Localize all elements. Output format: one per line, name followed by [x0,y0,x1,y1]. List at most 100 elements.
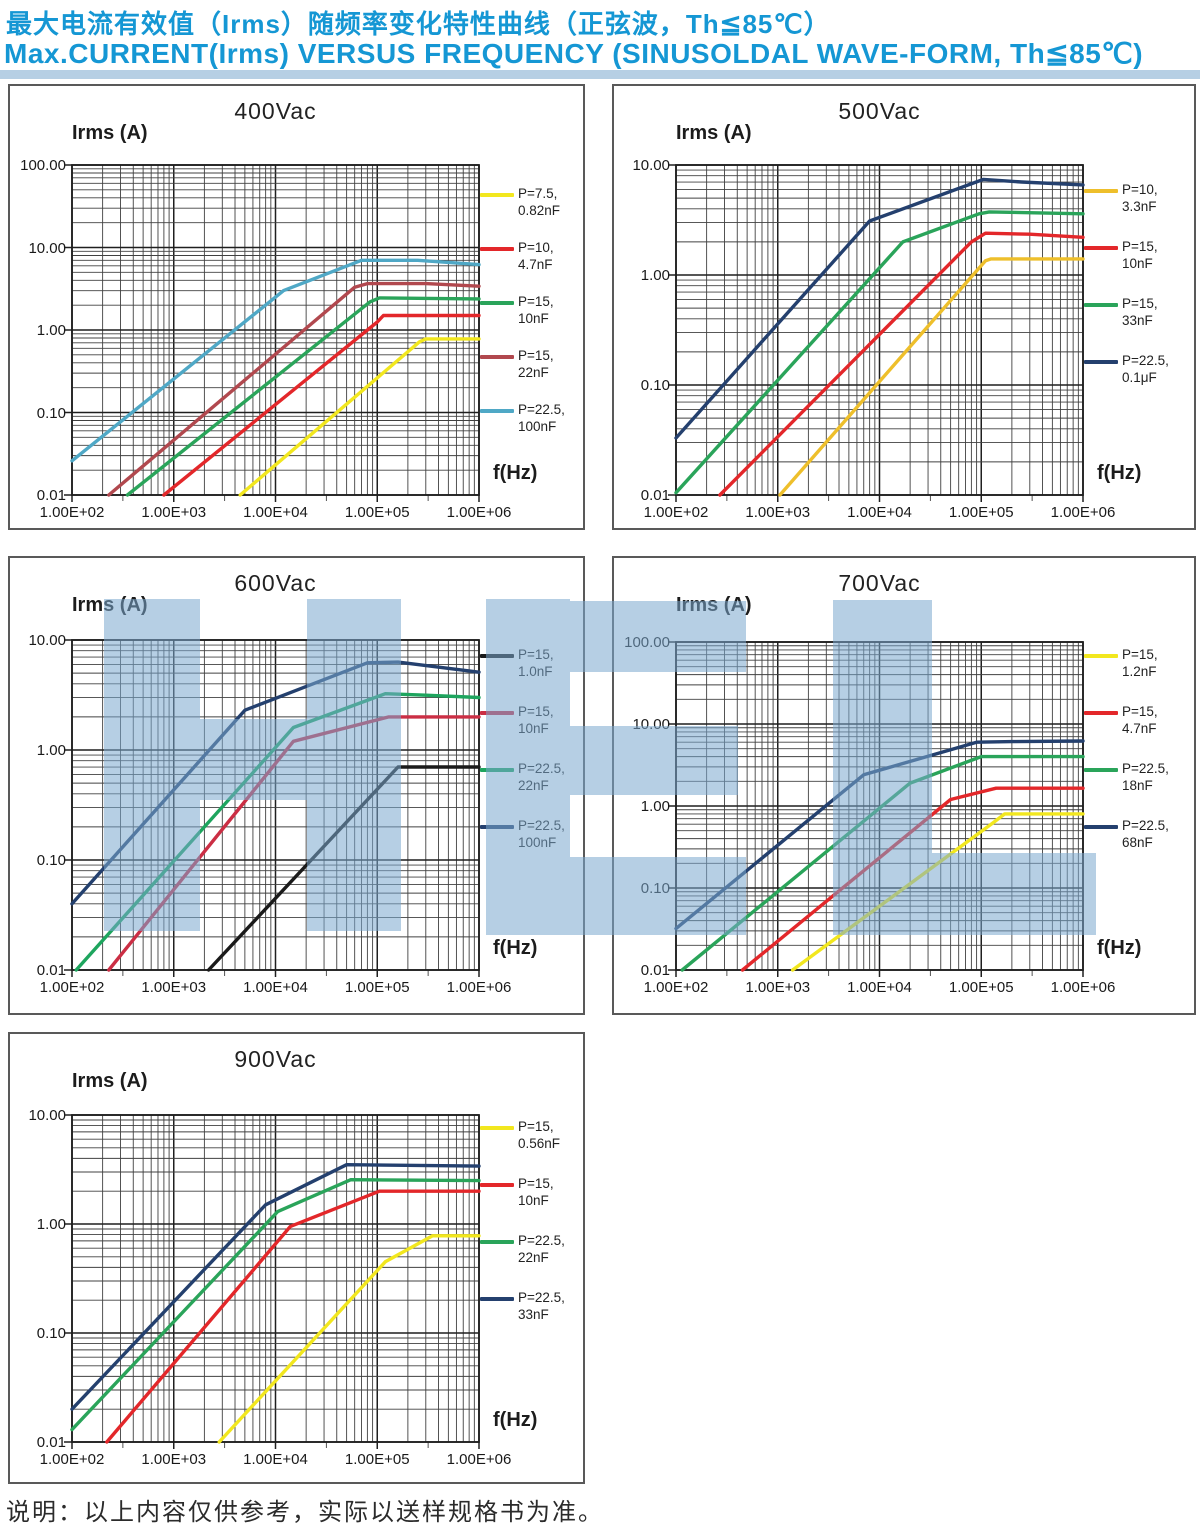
legend-swatch [1084,246,1118,250]
legend-label: P=22.5, 0.1μF [1122,353,1169,386]
legend-swatch [480,409,514,413]
legend-label: P=15, 33nF [1122,296,1158,329]
x-tick-label: 1.00E+04 [243,504,308,521]
y-tick-label: 10.00 [632,157,670,174]
legend-label-line: 68nF [1122,834,1153,850]
plot-area-500vac [668,164,1085,502]
footnote: 说明：以上内容仅供参考，实际以送样规格书为准。 [6,1499,604,1526]
x-axis-title: f(Hz) [493,937,538,959]
x-tick-label: 1.00E+05 [948,504,1014,521]
y-tick-label: 1.00 [36,322,66,339]
legend-label-line: P=15, [518,1119,554,1134]
legend-label-line: 100nF [518,834,557,850]
legend-swatch [480,768,514,772]
chart-panel-700vac: 700Vac Irms (A) f(Hz) 1.00E+02 1.00E+03 1.00E… [612,556,1196,1015]
plot-frame [71,164,480,496]
chart-title: 900Vac [234,1046,317,1072]
legend-label-line: 1.2nF [1122,663,1157,679]
x-tick-label: 1.00E+02 [39,1451,105,1468]
x-tick-label: 1.00E+04 [847,979,912,996]
page-title-cn: 最大电流有效值（Irms）随频率变化特性曲线（正弦波，Th≦85℃） [6,9,831,39]
y-tick-label: 0.10 [640,880,670,897]
legend-label-line: 0.1μF [1122,369,1157,385]
x-tick-label: 1.00E+03 [745,979,811,996]
y-tick-label: 1.00 [640,267,670,284]
legend-swatch [1084,303,1118,307]
legend-label-line: P=22.5, [518,1290,565,1305]
legend-label: P=7.5, 0.82nF [518,186,560,219]
x-tick-label: 1.00E+06 [446,504,512,521]
legend-label: P=15, 4.7nF [1122,704,1158,737]
legend-label-line: 10nF [518,720,549,736]
legend-label-line: P=10, [1122,182,1158,197]
legend-swatch [1084,825,1118,829]
legend-swatch [480,1297,514,1301]
legend-label: P=22.5, 18nF [1122,761,1169,794]
legend-swatch [480,355,514,359]
legend-label-line: 10nF [1122,255,1153,271]
x-tick-label: 1.00E+02 [39,504,105,521]
legend-label: P=10, 4.7nF [518,240,554,273]
y-tick-label: 1.00 [36,1216,66,1233]
legend-label-line: 100nF [518,418,557,434]
legend-label-line: P=15, [1122,704,1158,719]
x-tick-label: 1.00E+05 [344,1451,410,1468]
legend-swatch [480,247,514,251]
legend-swatch [1084,360,1118,364]
legend-label-line: 22nF [518,777,549,793]
plot-frame [71,639,480,971]
legend-swatch [480,301,514,305]
legend-swatch [1084,768,1118,772]
y-tick-label: 0.10 [36,852,66,869]
chart-title: 700Vac [838,570,921,596]
legend-label-line: P=15, [518,348,554,363]
plot-area-400vac [64,164,481,502]
x-axis-title: f(Hz) [1097,937,1142,959]
y-tick-label: 100.00 [624,634,670,651]
series-line-p-15-10nf [718,231,1085,497]
legend-swatch [480,1126,514,1130]
series-line-p-22.5-100nf [70,258,481,463]
plot-frame [71,1114,480,1443]
legend-label: P=22.5, 22nF [518,1233,565,1266]
chart-title: 400Vac [234,98,317,124]
series-line-p-22.5-22nf [70,1178,481,1432]
legend-label-line: 10nF [518,1192,549,1208]
legend-label: P=15, 10nF [518,1176,554,1209]
legend-label-line: P=7.5, [518,186,558,201]
x-tick-label: 1.00E+05 [948,979,1014,996]
y-tick-label: 10.00 [632,716,670,733]
legend-label-line: P=22.5, [1122,818,1169,833]
y-tick-label: 0.10 [640,377,670,394]
legend-swatch [480,193,514,197]
series-line-p-10-4.7nf [162,313,481,497]
legend-label: P=10, 3.3nF [1122,182,1158,215]
legend-label-line: P=15, [1122,296,1158,311]
legend-label: P=22.5, 33nF [518,1290,565,1323]
x-tick-label: 1.00E+04 [243,979,308,996]
plot-frame [675,164,1084,496]
series-line-p-22.5-68nf [674,739,1085,931]
x-tick-label: 1.00E+03 [141,504,207,521]
legend-swatch [480,825,514,829]
legend-label-line: P=22.5, [518,402,565,417]
legend-label-line: P=22.5, [518,761,565,776]
chart-panel-600vac: 600Vac Irms (A) f(Hz) 1.00E+02 1.00E+03 1.00E… [8,556,585,1015]
y-tick-label: 10.00 [28,632,66,649]
legend-label: P=22.5, 22nF [518,761,565,794]
x-tick-label: 1.00E+05 [344,504,410,521]
legend-label: P=15, 10nF [1122,239,1158,272]
y-axis-title: Irms (A) [676,122,752,144]
legend-label-line: 0.82nF [518,202,561,218]
legend-label-line: 0.56nF [518,1135,561,1151]
page-title-en: Max.CURRENT(Irms) VERSUS FREQUENCY (SINU… [4,38,1144,69]
legend-label-line: P=15, [518,704,554,719]
legend-swatch [480,654,514,658]
legend-label-line: 33nF [518,1306,549,1322]
x-axis-title: f(Hz) [493,462,538,484]
legend-swatch [480,1240,514,1244]
legend-label: P=15, 10nF [518,704,554,737]
x-tick-label: 1.00E+06 [446,979,512,996]
chart-title: 500Vac [838,98,921,124]
series-line-p-22.5-33nf [70,1163,481,1411]
